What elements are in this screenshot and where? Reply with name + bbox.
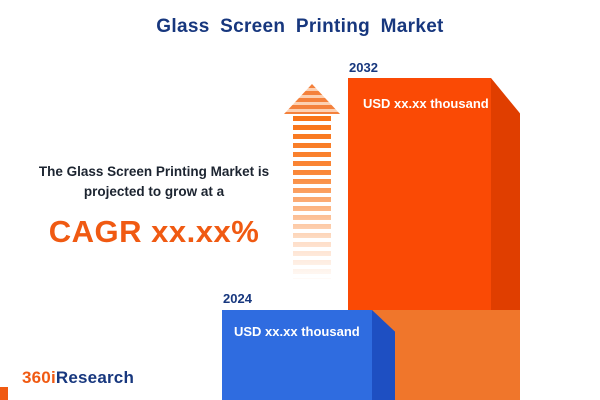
intro-line-2: projected to grow at a xyxy=(83,184,225,199)
bar-2024-value-label: USD xx.xx thousand xyxy=(234,324,360,339)
brand-logo-research: Research xyxy=(55,368,135,387)
brand-logo: 360iResearch xyxy=(22,368,134,388)
page-title: Glass Screen Printing Market xyxy=(156,16,444,37)
intro-text: The Glass Screen Printing Market is proj… xyxy=(8,162,300,250)
bar-2032-year-label: 2032 xyxy=(349,60,378,75)
growth-arrow-icon xyxy=(284,84,340,114)
bar-2024 xyxy=(222,310,372,400)
brand-logo-360i: 360i xyxy=(22,368,56,387)
bar-2032-value-label: USD xx.xx thousand xyxy=(363,96,489,111)
bar-2024-year-label: 2024 xyxy=(223,291,252,306)
brand-corner-mark xyxy=(0,387,8,400)
cagr-value: CAGR xx.xx% xyxy=(48,214,260,249)
bar-2024-side-face xyxy=(372,310,395,400)
intro-line-1: The Glass Screen Printing Market is xyxy=(38,164,270,179)
growth-arrow-shaft-icon xyxy=(293,116,331,279)
